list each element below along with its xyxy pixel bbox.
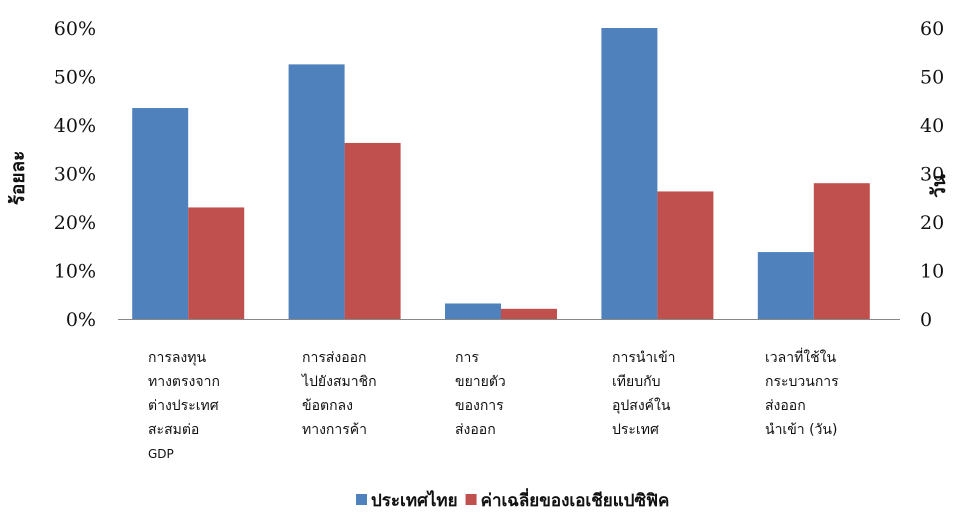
bar-series1-cat5 [757, 252, 814, 319]
category-label-line: การลงทุน [148, 350, 207, 366]
y-right-tick-label: 10 [920, 261, 944, 283]
category-label-line: GDP [148, 447, 174, 461]
legend-swatch [356, 494, 367, 505]
category-label-line: การส่งออก [302, 350, 367, 366]
y-left-tick-label: 0% [66, 309, 96, 331]
y-right-axis-title: วัน [928, 174, 950, 198]
y-left-tick-label: 40% [54, 115, 96, 137]
legend-label: ค่าเฉลี่ยของเอเชียแปซิฟิค [481, 488, 670, 511]
y-left-tick-label: 20% [54, 212, 96, 234]
y-left-tick-label: 10% [54, 261, 96, 283]
y-left-tick-label: 30% [54, 164, 96, 186]
y-right-tick-label: 50 [920, 67, 944, 89]
category-label-line: นำเข้า (วัน) [765, 422, 837, 438]
legend: ประเทศไทย ค่าเฉลี่ยของเอเชียแปซิฟิค [356, 488, 669, 511]
legend-label: ประเทศไทย [371, 490, 458, 511]
category-label-line: ส่งออก [765, 398, 806, 414]
category-label-line: เวลาที่ใช้ใน [765, 348, 836, 366]
bar-series1-cat2 [288, 64, 345, 319]
category-label-line: ส่งออก [455, 422, 496, 438]
bar-series2-cat2 [344, 142, 401, 319]
category-label-line: ทางการค้า [302, 422, 367, 438]
y-right-tick-label: 0 [920, 309, 932, 331]
category-label-line: สะสมต่อ [148, 422, 199, 438]
y-right-tick-label: 40 [920, 115, 944, 137]
bar-series1-cat1 [132, 108, 189, 320]
bar-series2-cat4 [657, 191, 714, 319]
y-right-tick-label: 30 [920, 164, 944, 186]
y-left-tick-label: 50% [54, 67, 96, 89]
category-label-line: ขยายตัว [455, 374, 506, 390]
category-label: เวลาที่ใช้ในกระบวนการส่งออกนำเข้า (วัน) [765, 348, 839, 438]
category-label-line: กระบวนการ [765, 374, 839, 390]
bar-series2-cat1 [188, 207, 245, 319]
bar-series1-cat4 [601, 28, 658, 319]
category-label: การส่งออกไปยังสมาชิกข้อตกลงทางการค้า [301, 350, 377, 438]
bar-series1-cat3 [445, 303, 501, 319]
category-label-line: ไปยังสมาชิก [301, 373, 377, 390]
category-label: การลงทุนทางตรงจากต่างประเทศสะสมต่อ GDP [148, 350, 220, 461]
y-left-axis-title: ร้อยละ [7, 151, 29, 206]
category-label-line: อุปสงค์ใน [612, 397, 671, 414]
category-label-line: ข้อตกลง [302, 398, 353, 414]
bar-series2-cat3 [501, 308, 557, 319]
category-label-line: การ [455, 350, 479, 366]
category-label-line: ของการ [455, 398, 504, 414]
y-right-tick-label: 20 [920, 212, 944, 234]
category-label-line: เทียบกับ [612, 374, 660, 390]
bars [132, 28, 870, 320]
category-label: การขยายตัวของการส่งออก [455, 350, 506, 438]
legend-swatch [465, 494, 477, 505]
bar-series2-cat5 [813, 183, 870, 319]
category-label-line: ทางตรงจาก [148, 374, 220, 390]
axes: 0% 10% 20% 30% 40% 50% 60% 0 10 20 30 40 50 60 ร้อยละ ว… [7, 18, 950, 331]
y-left-tick-label: 60% [54, 18, 96, 40]
category-label-line: การนำเข้า [612, 350, 676, 366]
category-labels: การลงทุนทางตรงจากต่างประเทศสะสมต่อ GDPการ… [148, 348, 839, 461]
category-label-line: ประเทศ [612, 422, 659, 438]
category-label-line: ต่างประเทศ [148, 398, 219, 414]
y-right-tick-label: 60 [920, 18, 944, 40]
category-label: การนำเข้าเทียบกับอุปสงค์ในประเทศ [612, 350, 676, 438]
